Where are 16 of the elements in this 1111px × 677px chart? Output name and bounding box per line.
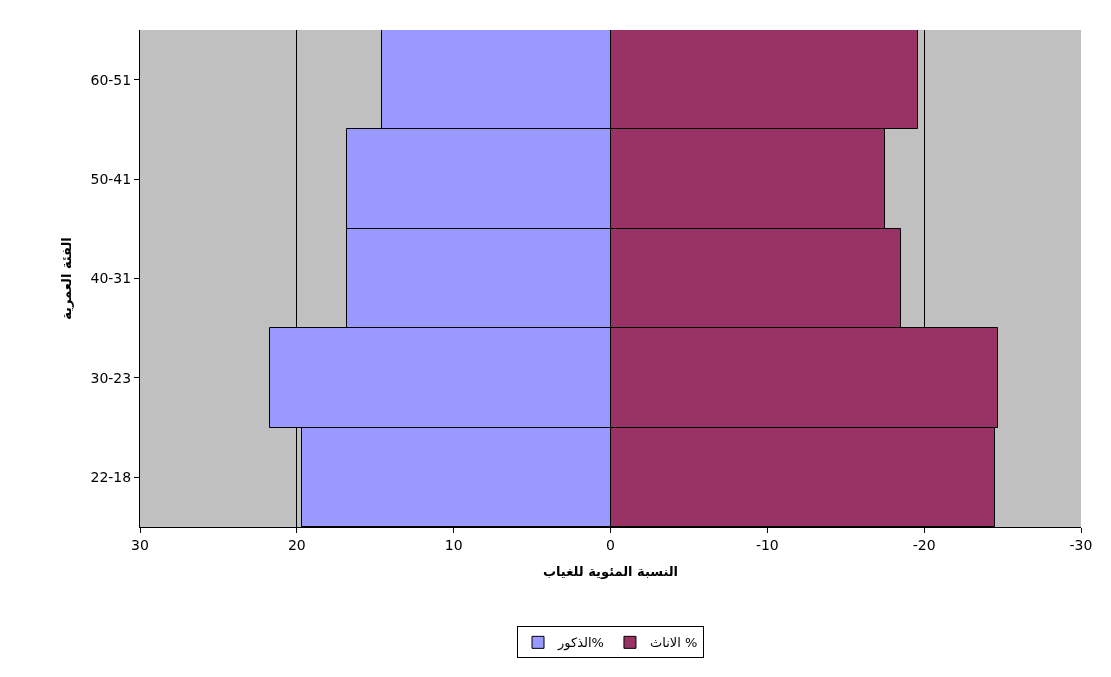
- y-axis-title: الفئة العمرية: [59, 237, 75, 320]
- x-tick-label: 30: [131, 536, 149, 553]
- x-tick-label: -20: [912, 536, 936, 553]
- x-tick-label: 0: [606, 536, 615, 553]
- x-tick-label: -10: [755, 536, 779, 553]
- y-tick-label: 60-51: [90, 71, 132, 88]
- y-tick-label: 50-41: [90, 171, 132, 187]
- legend-label: الذكور%: [557, 635, 604, 652]
- x-tick-label: -30: [1069, 536, 1093, 553]
- y-tick-label: 30-23: [90, 369, 132, 386]
- x-tick-label: 20: [287, 536, 306, 553]
- legend-label: الاناث %: [649, 635, 698, 651]
- x-tick-label: 10: [444, 536, 463, 553]
- y-tick-label: 22-18: [90, 469, 132, 486]
- y-tick-label: 40-31: [90, 270, 132, 287]
- x-axis-title: النسبة المئوية للغياب: [542, 564, 679, 580]
